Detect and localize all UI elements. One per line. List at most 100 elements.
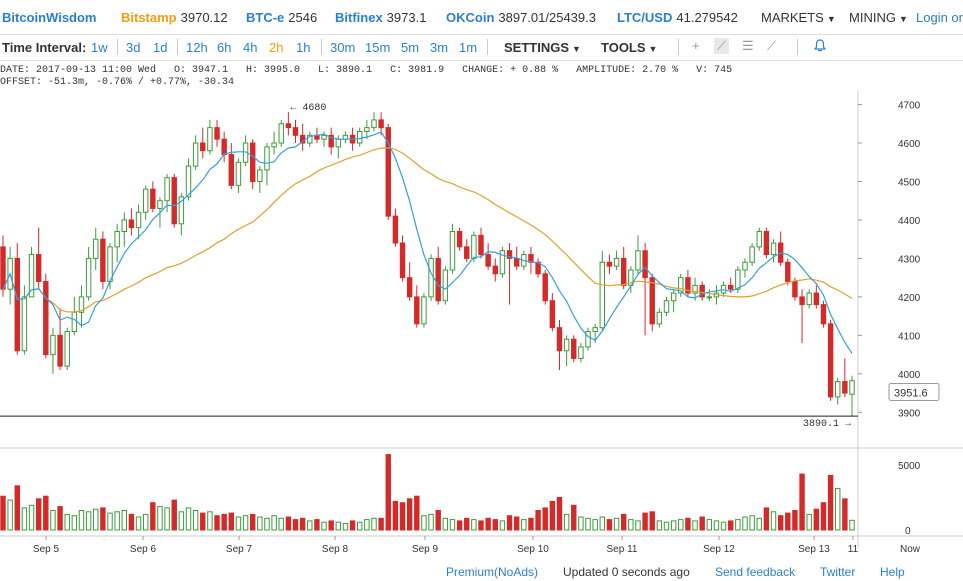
candle-body xyxy=(292,127,299,136)
market-btce[interactable]: BTC-e 2546 xyxy=(246,10,317,25)
candle-body xyxy=(264,146,270,171)
price-chart[interactable]: 4700 4600 4500 4400 4300 4200 4100 4000 3900 5000… xyxy=(0,90,963,560)
volume-bar xyxy=(456,520,463,531)
candle-body xyxy=(64,331,70,367)
volume-tick-label: 5000 xyxy=(898,461,921,472)
candle-body xyxy=(563,338,570,352)
volume-bar xyxy=(720,521,727,531)
volume-bar xyxy=(513,516,520,531)
bell-icon[interactable] xyxy=(813,39,827,55)
tools-label: TOOLS xyxy=(601,40,646,55)
x-tick-label: Now xyxy=(900,544,921,555)
candle-body xyxy=(50,334,56,356)
candle-body xyxy=(257,169,263,182)
interval-12h[interactable]: 12h xyxy=(186,40,208,55)
tools-menu[interactable]: TOOLS ▼ xyxy=(601,40,657,55)
candle-body xyxy=(335,138,342,148)
market-okcoin[interactable]: OKCoin 3897.01/25439.3 xyxy=(446,10,596,25)
volume-bar xyxy=(685,517,691,531)
candle-body xyxy=(663,300,670,313)
markets-menu[interactable]: MARKETS ▼ xyxy=(761,10,836,25)
premium-link[interactable]: Premium(NoAds) xyxy=(446,565,539,579)
candle-body xyxy=(499,250,506,275)
x-tick-label: Sep 5 xyxy=(33,544,60,555)
candle-body xyxy=(749,246,755,263)
volume-bar xyxy=(499,520,506,531)
market-bitfinex[interactable]: Bitfinex 3973.1 xyxy=(335,10,426,25)
volume-bar xyxy=(271,515,277,531)
x-tick-label: Sep 6 xyxy=(130,544,157,555)
settings-menu[interactable]: SETTINGS ▼ xyxy=(504,40,581,55)
volume-bar xyxy=(164,507,170,531)
interval-1d[interactable]: 1d xyxy=(153,40,168,55)
candle-body xyxy=(249,142,256,182)
volume-bar xyxy=(785,512,791,531)
market-value: 3970.12 xyxy=(180,10,228,25)
interval-30m[interactable]: 30m xyxy=(330,40,356,55)
time-interval-label: Time Interval: xyxy=(2,40,87,55)
line-draw-icon[interactable]: ⟋ xyxy=(714,38,730,54)
volume-bar xyxy=(235,516,242,531)
fib-lines-icon[interactable]: ☰ xyxy=(742,38,754,53)
candle-body xyxy=(635,250,641,271)
fan-icon[interactable]: ⟋ xyxy=(767,38,777,53)
interval-15m[interactable]: 15m xyxy=(365,40,391,55)
market-bitstamp[interactable]: Bitstamp 3970.12 xyxy=(121,10,228,25)
candle-body xyxy=(756,230,762,248)
login-link[interactable]: Login or xyxy=(916,10,963,25)
volume-bar xyxy=(670,520,677,531)
interval-3m[interactable]: 3m xyxy=(430,40,449,55)
volume-bar xyxy=(121,510,127,531)
volume-bar xyxy=(763,507,770,531)
divider xyxy=(177,39,178,55)
interval-5m[interactable]: 5m xyxy=(401,40,420,55)
volume-bar xyxy=(692,520,698,531)
market-value: 41.279542 xyxy=(676,10,738,25)
y-tick-label: 3900 xyxy=(898,408,921,419)
volume-bar xyxy=(14,485,20,531)
volume-bar xyxy=(207,511,213,531)
help-link[interactable]: Help xyxy=(880,565,905,579)
interval-2h[interactable]: 2h xyxy=(269,40,284,55)
volume-bar xyxy=(357,521,363,531)
candle-body xyxy=(93,238,99,259)
interval-6h[interactable]: 6h xyxy=(217,40,232,55)
candle-body xyxy=(192,142,199,167)
interval-1h[interactable]: 1h xyxy=(296,40,311,55)
volume-bar xyxy=(835,487,841,531)
volume-bar xyxy=(449,519,456,531)
volume-bar xyxy=(378,517,384,531)
interval-1m[interactable]: 1m xyxy=(459,40,478,55)
candle-body xyxy=(670,292,677,302)
crosshair-icon[interactable]: + xyxy=(692,38,700,53)
feedback-link[interactable]: Send feedback xyxy=(715,565,796,579)
volume-bar xyxy=(214,515,220,531)
interval-1w[interactable]: 1w xyxy=(91,40,108,55)
candle-body xyxy=(357,130,363,144)
candle-body xyxy=(43,281,49,356)
candle-body xyxy=(107,246,113,283)
volume-bar xyxy=(249,513,256,531)
mining-menu[interactable]: MINING ▼ xyxy=(849,10,908,25)
candle-body xyxy=(649,277,655,325)
market-name: Bitstamp xyxy=(121,10,177,25)
candle-body xyxy=(706,296,713,299)
volume-bar xyxy=(492,519,498,531)
volume-bar xyxy=(278,517,284,531)
candle-body xyxy=(813,292,820,306)
x-tick-label: Sep 10 xyxy=(517,544,549,555)
volume-bar xyxy=(642,512,648,531)
candle-body xyxy=(385,127,391,217)
site-logo[interactable]: BitcoinWisdom xyxy=(2,10,97,25)
market-ltcusd[interactable]: LTC/USD 41.279542 xyxy=(617,10,738,25)
candle-body xyxy=(478,234,484,256)
volume-bar xyxy=(71,515,78,531)
volume-bar xyxy=(135,516,142,531)
candle-body xyxy=(449,230,456,271)
candle-body xyxy=(207,127,213,152)
interval-3d[interactable]: 3d xyxy=(126,40,141,55)
volume-bar xyxy=(335,521,342,531)
candle-body xyxy=(121,219,127,232)
twitter-link[interactable]: Twitter xyxy=(820,565,856,579)
interval-4h[interactable]: 4h xyxy=(243,40,258,55)
